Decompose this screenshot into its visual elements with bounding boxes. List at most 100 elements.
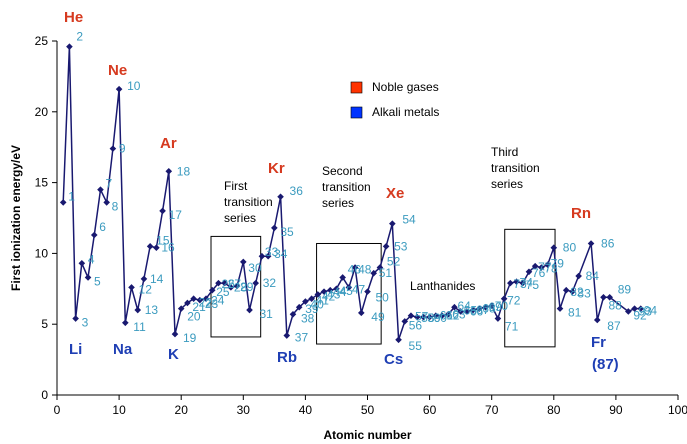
point-label: 15 [156, 233, 170, 247]
x-tick-label: 60 [423, 403, 437, 417]
point-label: 9 [119, 142, 126, 156]
point-label: 63 [452, 307, 466, 321]
point-label: 28 [234, 280, 248, 294]
point-label: 71 [505, 320, 519, 334]
point-label: 24 [211, 294, 225, 308]
point-label: 64 [457, 299, 471, 313]
point-label: 26 [221, 277, 235, 291]
point-label: 59 [427, 311, 441, 325]
data-point-marker [531, 262, 539, 270]
point-label: 29 [240, 280, 254, 294]
legend: Noble gases Alkali metals [350, 80, 439, 119]
point-label: 57 [415, 310, 429, 324]
transition-series-box [504, 228, 556, 348]
point-label: 38 [301, 311, 315, 325]
data-point-marker [72, 315, 79, 322]
legend-label: Noble gases [372, 80, 439, 94]
point-label: 62 [446, 309, 460, 323]
point-label: 11 [133, 320, 146, 334]
element-label: Na [113, 341, 133, 358]
element-label: Rb [277, 349, 297, 366]
data-point-marker [357, 309, 365, 317]
data-point-marker [593, 316, 601, 324]
data-point-marker [196, 296, 204, 304]
data-point-marker [519, 279, 527, 287]
point-label: 76 [532, 266, 546, 280]
point-label: 3 [82, 316, 89, 330]
data-point-marker [153, 244, 160, 252]
point-label: 21 [192, 300, 206, 314]
data-point-marker [587, 240, 595, 247]
data-point-marker [122, 319, 129, 327]
x-tick-label: 90 [609, 403, 623, 417]
point-label: 80 [563, 241, 577, 255]
point-label: 33 [265, 245, 279, 259]
data-point-marker [165, 167, 173, 175]
legend-swatch [350, 106, 363, 119]
data-point-marker [463, 308, 471, 315]
data-point-marker [109, 145, 117, 152]
data-point-marker [308, 295, 315, 303]
data-point-marker [277, 193, 284, 201]
element-label: Kr [268, 160, 285, 177]
x-tick-label: 40 [299, 403, 313, 417]
data-point-marker [128, 284, 135, 291]
point-label: 42 [322, 289, 336, 303]
point-label: 23 [205, 297, 219, 311]
point-label: 67 [476, 303, 490, 317]
data-point-marker [444, 310, 452, 318]
point-label: 8 [112, 199, 119, 213]
point-label: 83 [577, 287, 591, 301]
point-label: 14 [150, 272, 164, 286]
x-tick-label: 100 [668, 403, 687, 417]
point-label: 7 [105, 177, 112, 191]
data-series [59, 43, 645, 344]
x-axis-title: Atomic number [323, 428, 411, 442]
data-point-marker [426, 313, 433, 321]
data-point-marker [233, 282, 241, 290]
element-label: Xe [386, 185, 404, 202]
point-label: 13 [145, 303, 159, 317]
point-label: 65 [464, 303, 478, 317]
data-point-marker [600, 293, 607, 301]
data-point-marker [376, 264, 384, 271]
data-point-marker [258, 252, 266, 260]
x-tick-label: 80 [547, 403, 561, 417]
element-labels: He Ne Ar Kr Xe Rn Li Na K Rb Cs Fr (87) [64, 9, 619, 373]
data-point-marker [326, 286, 334, 294]
data-point-marker [171, 330, 179, 338]
data-point-marker [140, 275, 148, 283]
data-point-marker [339, 274, 346, 281]
point-label: 61 [440, 309, 454, 323]
data-point-marker [159, 207, 166, 215]
x-tick-label: 30 [237, 403, 251, 417]
point-label: 78 [544, 262, 558, 276]
point-label: 31 [260, 307, 274, 321]
data-point-marker [401, 318, 409, 325]
x-tick-label: 50 [361, 403, 375, 417]
legend-swatch [350, 81, 363, 94]
element-label: Rn [571, 205, 591, 222]
point-label: 20 [187, 310, 201, 324]
data-point-marker [407, 312, 415, 320]
point-label: 43 [327, 288, 341, 302]
data-point-marker [134, 306, 142, 314]
point-label: 93 [639, 305, 653, 319]
point-label: 88 [608, 298, 622, 312]
data-point-marker [271, 224, 278, 232]
data-point-marker [283, 332, 291, 339]
data-point-marker [637, 305, 645, 312]
point-label: 74 [520, 276, 534, 290]
point-label: 27 [228, 277, 242, 291]
data-point-marker [78, 260, 86, 267]
data-point-marker [525, 268, 533, 276]
point-labels: 1234567891011121314151617181920212223242… [68, 30, 657, 353]
data-point-marker [221, 279, 228, 287]
point-label: 39 [305, 302, 319, 316]
data-point-marker [475, 305, 483, 312]
element-label: Ar [160, 135, 177, 152]
point-label: 46 [348, 262, 362, 276]
data-point-marker [438, 312, 446, 320]
point-label: 35 [280, 225, 294, 239]
x-tick-label: 70 [485, 403, 499, 417]
